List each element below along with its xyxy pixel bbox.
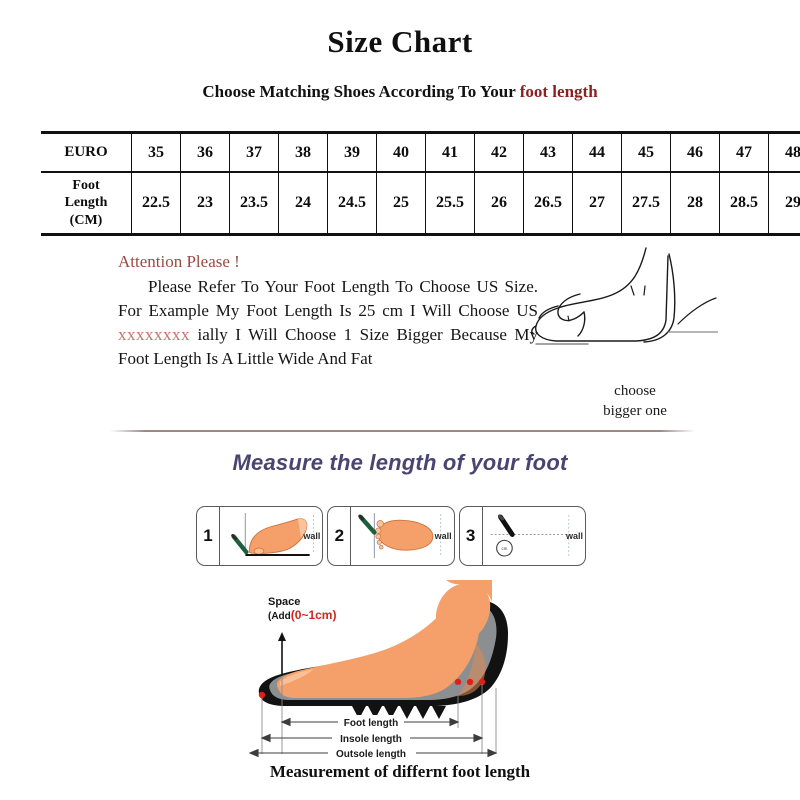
table-cell-euro-1: 36 <box>180 131 230 173</box>
step-panel-1: 1 wall <box>196 506 324 566</box>
space-add-label: Space (Add(0~1cm) <box>268 596 336 622</box>
table-row-foot-length: Foot Length (CM) 22.5 23 23.5 24 24.5 25… <box>41 172 800 236</box>
svg-text:cm: cm <box>501 546 507 551</box>
table-cell-euro-0: 35 <box>131 131 181 173</box>
page-subtitle-main: Choose Matching Shoes According To Your <box>202 82 520 101</box>
table-cell-euro-9: 44 <box>572 131 622 173</box>
section-divider <box>110 430 695 432</box>
attention-title: Attention Please ! <box>118 252 240 271</box>
table-cell-foot-0: 22.5 <box>131 172 181 236</box>
measure-section-heading: Measure the length of your foot <box>232 450 568 475</box>
table-cell-foot-10: 27.5 <box>621 172 671 236</box>
choose-bigger-callout: choose bigger one <box>540 382 730 421</box>
attention-body-part-2: ially I Will Choose 1 Size Bigger Becaus… <box>118 325 538 369</box>
measure-label-foot-length: Foot length <box>344 718 398 729</box>
table-cell-foot-3: 24 <box>278 172 328 236</box>
table-cell-euro-12: 47 <box>719 131 769 173</box>
table-cell-foot-12: 28.5 <box>719 172 769 236</box>
table-cell-foot-2: 23.5 <box>229 172 279 236</box>
step-number-3: 3 <box>460 507 483 565</box>
page-subtitle: Choose Matching Shoes According To Your … <box>0 82 800 102</box>
wall-label-2: wall <box>434 531 452 541</box>
attention-body: Please Refer To Your Foot Length To Choo… <box>118 275 538 372</box>
step-2-illustration: wall <box>351 507 453 565</box>
step-panel-2: 2 wall <box>327 506 455 566</box>
step-3-illustration: cm wall <box>483 507 585 565</box>
attention-block: Attention Please ! Please Refer To Your … <box>118 252 538 372</box>
page-subtitle-accent: foot length <box>519 82 598 101</box>
table-cell-foot-8: 26.5 <box>523 172 573 236</box>
page-title: Size Chart <box>327 24 473 59</box>
table-cell-euro-2: 37 <box>229 131 279 173</box>
callout-line-1: choose <box>614 383 656 399</box>
size-chart-table-wrapper: EURO 35 36 37 38 39 40 41 42 43 44 45 46… <box>41 131 800 236</box>
step-number-1: 1 <box>197 507 220 565</box>
table-cell-euro-5: 40 <box>376 131 426 173</box>
table-row-euro: EURO 35 36 37 38 39 40 41 42 43 44 45 46… <box>41 131 800 173</box>
table-cell-euro-8: 43 <box>523 131 573 173</box>
table-cell-foot-9: 27 <box>572 172 622 236</box>
attention-body-part-1: Please Refer To Your Foot Length To Choo… <box>118 277 538 321</box>
table-cell-euro-7: 42 <box>474 131 524 173</box>
size-chart-table: EURO 35 36 37 38 39 40 41 42 43 44 45 46… <box>41 131 800 236</box>
table-cell-foot-7: 26 <box>474 172 524 236</box>
foot-measurement-diagram: Foot length Insole length Outsole length <box>240 578 540 760</box>
space-label-line-1: Space <box>268 596 301 608</box>
wall-label-3: wall <box>565 531 583 541</box>
space-label-add: (Add <box>268 610 291 622</box>
row-header-foot-length: Foot Length (CM) <box>41 172 132 236</box>
table-cell-euro-13: 48 <box>768 131 800 173</box>
table-cell-foot-11: 28 <box>670 172 720 236</box>
table-cell-foot-5: 25 <box>376 172 426 236</box>
table-cell-euro-4: 39 <box>327 131 377 173</box>
table-cell-foot-6: 25.5 <box>425 172 475 236</box>
attention-redacted-text: xxxxxxxx <box>118 325 190 345</box>
step-panel-3: 3 cm wall <box>458 506 586 566</box>
foot-label-line-3: (CM) <box>69 212 103 228</box>
table-cell-foot-1: 23 <box>180 172 230 236</box>
bottom-caption: Measurement of differnt foot length <box>269 762 531 781</box>
foot-label-line-2: Length <box>64 195 108 211</box>
step-number-2: 2 <box>328 507 352 565</box>
table-cell-euro-6: 41 <box>425 131 475 173</box>
space-label-value: (0~1cm) <box>290 607 337 622</box>
row-header-euro: EURO <box>41 131 132 173</box>
step-1-illustration: wall <box>220 507 322 565</box>
table-cell-foot-13: 29 <box>768 172 800 236</box>
table-cell-euro-11: 46 <box>670 131 720 173</box>
table-cell-euro-3: 38 <box>278 131 328 173</box>
foot-outline-sketch-icon <box>528 246 719 371</box>
measure-label-outsole-length: Outsole length <box>336 749 406 760</box>
wall-label-1: wall <box>303 531 321 541</box>
table-cell-foot-4: 24.5 <box>327 172 377 236</box>
measure-label-insole-length: Insole length <box>340 734 402 745</box>
table-cell-euro-10: 45 <box>621 131 671 173</box>
callout-line-2: bigger one <box>603 402 667 419</box>
foot-label-line-1: Foot <box>72 178 100 194</box>
measure-steps-strip: 1 wall 2 <box>196 506 586 566</box>
